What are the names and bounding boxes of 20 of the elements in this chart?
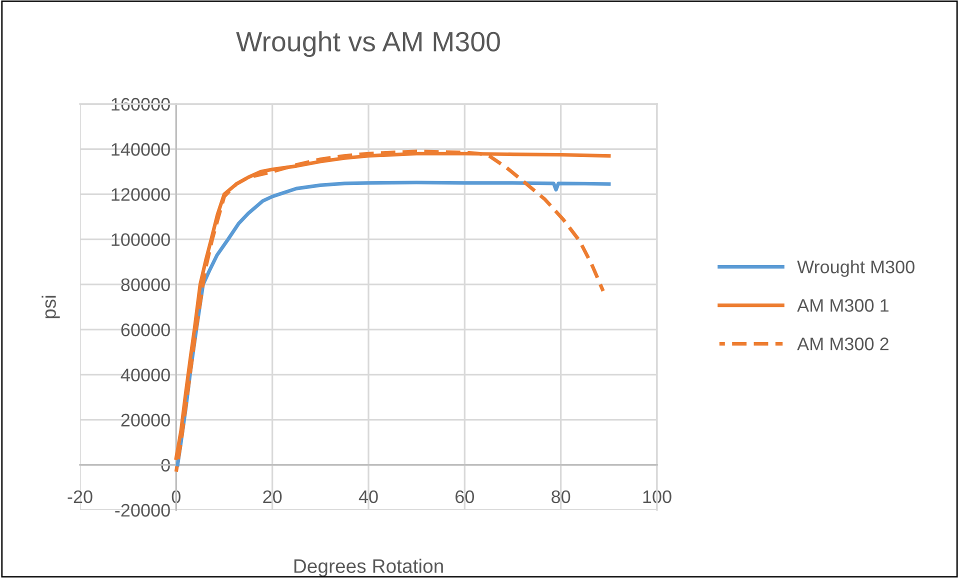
- y-tick-label: 100000: [112, 233, 170, 246]
- legend-label: AM M300 1: [797, 299, 888, 312]
- y-tick-label: 60000: [121, 323, 170, 336]
- x-tick-label: -20: [68, 490, 92, 504]
- chart-title: Wrought vs AM M300: [236, 31, 500, 57]
- legend-label: AM M300 2: [797, 338, 888, 350]
- x-tick-label: 40: [358, 490, 378, 504]
- x-tick-label: 100: [643, 490, 672, 504]
- y-axis-title: psi: [42, 296, 60, 318]
- x-tick-label: 20: [263, 490, 282, 504]
- y-tick-label: 120000: [112, 188, 170, 201]
- x-tick-label: 80: [552, 490, 570, 504]
- x-tick-label: 60: [456, 490, 474, 504]
- y-tick-label: 40000: [120, 368, 170, 382]
- y-tick-label: 140000: [112, 143, 170, 156]
- y-tick-label: 20000: [121, 414, 170, 426]
- y-tick-label: 80000: [121, 278, 170, 292]
- y-tick-label: -20000: [115, 504, 170, 517]
- legend-label: Wrought M300: [797, 260, 914, 277]
- x-axis-title: Degrees Rotation: [294, 558, 443, 577]
